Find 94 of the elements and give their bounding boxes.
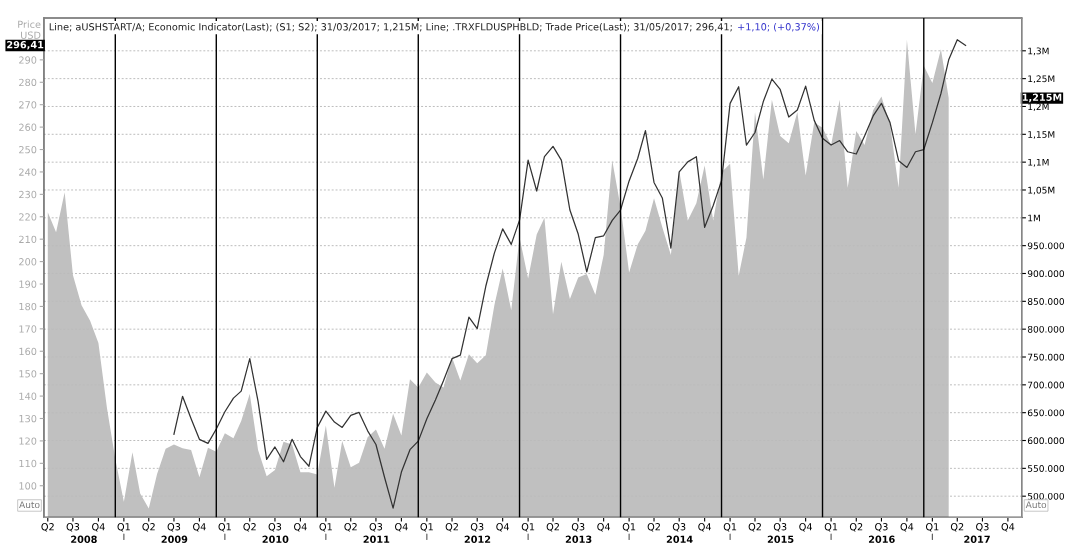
y2-tick-label: 1,3M (1028, 47, 1049, 56)
y2-tick-label: 850.000 (1027, 298, 1065, 305)
x-tick-label: Q2 (849, 523, 863, 532)
x-tick-label: Q4 (92, 523, 105, 532)
x-tick-label: Q2 (647, 523, 660, 532)
x-tick-label: Q4 (496, 523, 510, 532)
y2-tick-label: 1,15M (1028, 131, 1055, 139)
y-tick-label: 200 (19, 258, 37, 266)
text: Auto (1025, 501, 1047, 509)
text: 2010 (262, 535, 289, 543)
x-tick-label: Q1 (925, 523, 939, 532)
x-tick-label: Q3 (773, 523, 787, 532)
x-tick-label: Q4 (294, 523, 307, 532)
x-tick-label: Q3 (66, 523, 80, 532)
x-tick-label: Q1 (117, 523, 130, 532)
x-tick-label: Q2 (950, 523, 964, 532)
x-tick-label: Q3 (167, 523, 181, 532)
text: 2011 (363, 535, 390, 543)
x-tick-label: Q3 (369, 523, 383, 532)
x-tick-label: Q1 (824, 523, 838, 532)
x-tick-label: Q3 (470, 523, 484, 532)
text: 2015 (767, 535, 794, 543)
y-tick-label: 130 (19, 414, 37, 423)
y-tick-label: 260 (19, 123, 37, 131)
x-tick-label: Q1 (622, 523, 636, 532)
x-tick-label: Q2 (142, 523, 155, 532)
x-tick-label: Q3 (875, 523, 888, 532)
y-tick-label: 150 (19, 370, 37, 378)
x-tick-label: Q1 (521, 523, 535, 532)
x-tick-label: Q4 (1001, 523, 1015, 532)
text: 2012 (464, 535, 491, 543)
x-tick-label: Q3 (571, 523, 585, 532)
y-tick-label: 250 (19, 146, 37, 154)
x-tick-label: Q2 (41, 523, 54, 532)
x-tick-label: Q4 (698, 523, 712, 532)
text: 2013 (565, 535, 592, 543)
y-tick-label: 160 (19, 347, 37, 356)
x-tick-label: Q4 (395, 523, 408, 532)
y-tick-label: 170 (19, 325, 37, 333)
line-series (173, 39, 967, 509)
y-tick-label: 280 (19, 78, 37, 87)
y2-tick-label: 800.000 (1027, 325, 1065, 333)
y-tick-label: 140 (19, 392, 37, 400)
x-tick-label: Q3 (976, 523, 989, 532)
x-tick-label: Q2 (344, 523, 357, 532)
y-tick-label: 270 (19, 101, 37, 109)
x-tick-label: Q2 (748, 523, 761, 532)
y-tick-label: 210 (19, 235, 37, 244)
y-tick-label: 100 (19, 482, 37, 490)
text: Auto (19, 501, 40, 509)
y2-tick-label: 1,25M (1028, 75, 1055, 84)
text: 2016 (868, 535, 895, 543)
x-tick-label: Q4 (193, 523, 206, 532)
x-tick-label: Q2 (445, 523, 458, 532)
text: 1,215M (1022, 93, 1062, 103)
y2-tick-label: 1,05M (1028, 186, 1055, 195)
y-tick-label: 180 (19, 302, 37, 311)
text: 2008 (71, 535, 97, 543)
y2-tick-label: 750.000 (1028, 353, 1065, 361)
y-axis-title: Price USD (18, 20, 41, 39)
y2-tick-label: 1,1M (1028, 158, 1049, 167)
x-tick-label: Q3 (672, 523, 686, 532)
y2-tick-label: 550.000 (1027, 465, 1065, 472)
x-tick-label: Q2 (243, 523, 256, 532)
y2-tick-label: 1M (1028, 214, 1040, 222)
y-tick-label: 240 (19, 168, 37, 176)
annotation: Line; aUSHSTART/A; Economic Indicator(Last); (S1; S2); 31/03/2017; 1,215M; Line; .TRXFLDUSPHBLD; Trade Price(Last); 31/05/2017; 296,41; (49, 22, 732, 32)
text: 296,41 (7, 40, 44, 50)
x-tick-label: Q3 (268, 523, 282, 532)
annotation: +1,10; (+0,37%) (738, 22, 819, 32)
x-tick-label: Q4 (900, 523, 914, 532)
y2-tick-label: 500.000 (1027, 492, 1065, 500)
y2-tick-label: 650.000 (1027, 409, 1065, 417)
text: 2014 (666, 535, 693, 543)
y2-tick-label: 900.000 (1027, 270, 1065, 278)
y-tick-label: 120 (19, 437, 37, 445)
x-tick-label: Q1 (319, 523, 332, 532)
y2-tick-label: 700.000 (1028, 381, 1065, 389)
x-tick-label: Q1 (420, 523, 433, 532)
y2-tick-label: 950.000 (1027, 242, 1065, 250)
x-tick-label: Q2 (546, 523, 559, 532)
x-tick-label: Q4 (597, 523, 611, 532)
y-tick-label: 110 (19, 459, 37, 468)
text: 2017 (964, 535, 990, 543)
x-tick-label: Q1 (723, 523, 737, 532)
y-tick-label: 230 (19, 190, 37, 199)
y2-tick-label: 1,2M (1028, 103, 1049, 111)
y2-tick-label: 600.000 (1027, 437, 1065, 445)
y-tick-label: 220 (19, 213, 37, 221)
y-tick-label: 290 (19, 56, 37, 64)
x-tick-label: Q4 (799, 523, 813, 532)
x-tick-label: Q1 (218, 523, 231, 532)
y-tick-label: 190 (19, 280, 37, 288)
text: 2009 (161, 535, 188, 543)
